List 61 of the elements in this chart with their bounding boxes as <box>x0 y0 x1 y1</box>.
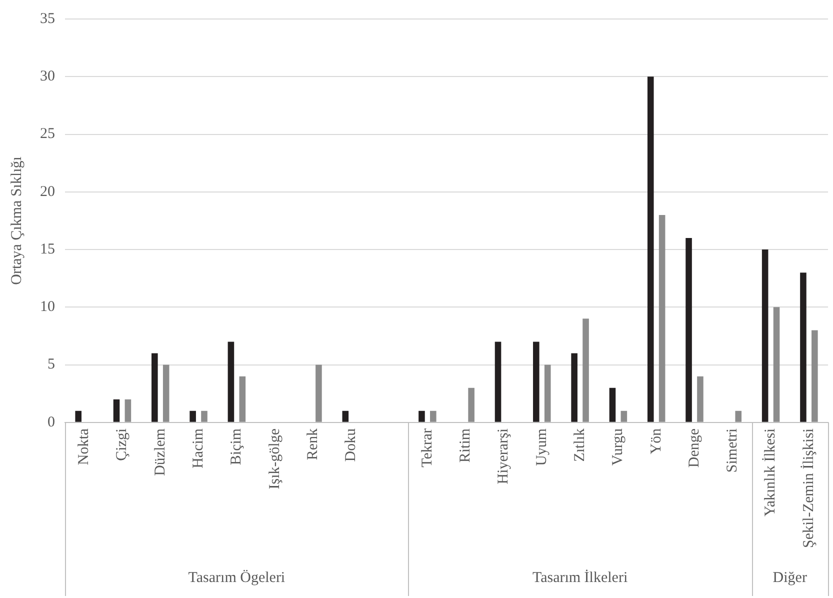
x-tick-label: Hiyerarşi <box>496 428 512 484</box>
y-tick-label: 30 <box>40 68 55 85</box>
bar <box>468 388 474 422</box>
bar <box>647 76 654 422</box>
text: Diğer <box>772 570 807 586</box>
y-tick-label: 15 <box>40 241 55 258</box>
bar <box>544 364 551 422</box>
x-tick-label: Hacim <box>190 428 206 468</box>
x-tick-label: Vurgu <box>610 428 626 466</box>
bar <box>124 399 132 422</box>
bar <box>418 410 425 422</box>
x-tick-label: Denge <box>686 428 702 468</box>
y-tick-label: 0 <box>48 414 55 430</box>
bar <box>152 353 158 422</box>
y-tick-label: 25 <box>40 126 55 142</box>
bar <box>316 364 322 422</box>
y-axis-title: Ortaya Çıkma Sıklığı <box>8 156 25 285</box>
bar <box>800 272 806 422</box>
bar <box>762 250 768 422</box>
x-tick-label: Nokta <box>76 428 92 466</box>
x-tick-label: Biçim <box>228 428 245 466</box>
bar <box>735 410 742 422</box>
x-tick-label: Yakınlık İlkesi <box>762 428 779 517</box>
bar <box>239 376 246 422</box>
bar <box>113 399 120 422</box>
text: Tasarım İlkeleri <box>532 568 628 586</box>
x-tick-label: Çizgi <box>114 428 130 461</box>
bar <box>812 330 818 422</box>
bar <box>686 238 692 422</box>
text: Tasarım Ögeleri <box>188 568 286 586</box>
bar <box>190 410 196 422</box>
x-tick-label: Tekrar <box>419 428 436 468</box>
x-tick-label: Yön <box>648 428 664 454</box>
bar <box>571 353 578 422</box>
bar <box>494 342 502 422</box>
x-tick-label: Zıtlık <box>572 428 588 462</box>
x-tick-label: Şekil-Zemin İlişkisi <box>800 428 817 548</box>
y-tick-label: 35 <box>40 10 55 27</box>
bar <box>609 388 616 422</box>
bar <box>228 342 234 422</box>
x-tick-label: Düzlem <box>152 428 168 476</box>
x-tick-label: Simetri <box>724 428 741 473</box>
x-tick-label: Renk <box>304 428 321 460</box>
bar <box>658 214 666 422</box>
bar <box>430 410 436 422</box>
x-tick-label: Uyum <box>534 428 550 466</box>
bar <box>75 410 82 422</box>
bar <box>342 410 349 422</box>
bar <box>773 307 780 422</box>
x-tick-label: Ritim <box>458 428 474 463</box>
y-tick-label: 10 <box>40 299 55 316</box>
bar <box>162 364 170 422</box>
bar <box>582 318 589 422</box>
x-tick-label: Işık-gölge <box>266 428 283 490</box>
x-tick-label: Doku <box>343 428 360 462</box>
bar <box>201 410 208 422</box>
y-tick-label: 5 <box>48 356 55 373</box>
bar <box>620 410 628 422</box>
bar <box>697 376 704 422</box>
bar <box>533 342 540 422</box>
y-tick-label: 20 <box>40 184 55 200</box>
